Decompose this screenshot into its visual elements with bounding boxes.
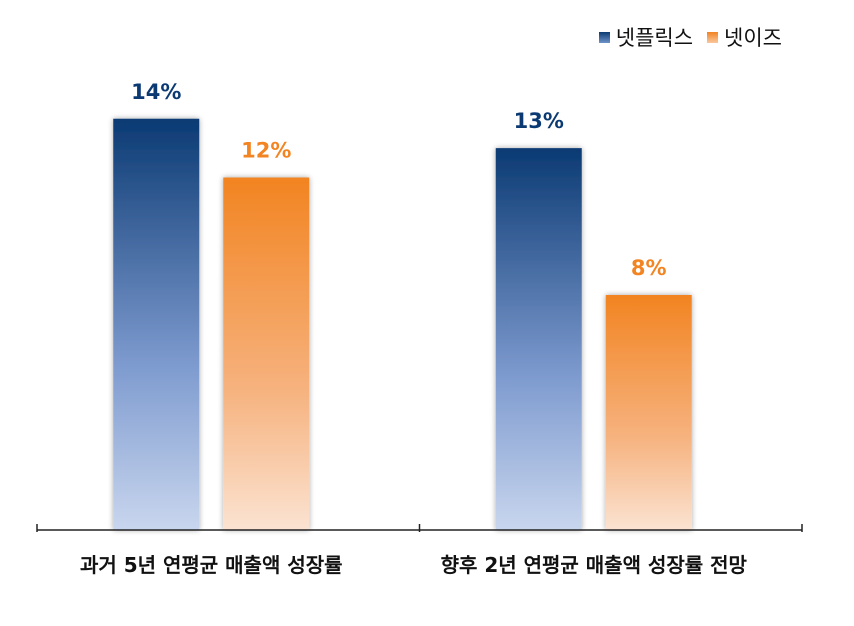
legend-label-netflix: 넷플릭스 bbox=[615, 26, 694, 50]
data-label-netease-0: 12% bbox=[241, 139, 291, 163]
category-label-0: 과거 5년 연평균 매출액 성장률 bbox=[80, 553, 343, 577]
bar-netflix-1 bbox=[495, 148, 582, 530]
legend-swatch-netease bbox=[707, 31, 719, 43]
category-label-1: 향후 2년 연평균 매출액 성장률 전망 bbox=[441, 553, 748, 577]
legend-item-netease: 넷이즈 bbox=[707, 22, 782, 52]
legend-item-netflix: 넷플릭스 bbox=[598, 22, 694, 52]
legend: 넷플릭스 넷이즈 bbox=[598, 22, 782, 52]
data-label-netflix-0: 14% bbox=[131, 80, 181, 104]
bar-netease-1 bbox=[605, 295, 692, 530]
bar-netease-0 bbox=[223, 177, 310, 530]
data-label-netease-1: 8% bbox=[631, 256, 667, 280]
bar-netflix-0 bbox=[113, 118, 200, 530]
legend-label-netease: 넷이즈 bbox=[724, 26, 782, 50]
legend-swatch-netflix bbox=[598, 31, 610, 43]
data-label-netflix-1: 13% bbox=[514, 109, 564, 133]
